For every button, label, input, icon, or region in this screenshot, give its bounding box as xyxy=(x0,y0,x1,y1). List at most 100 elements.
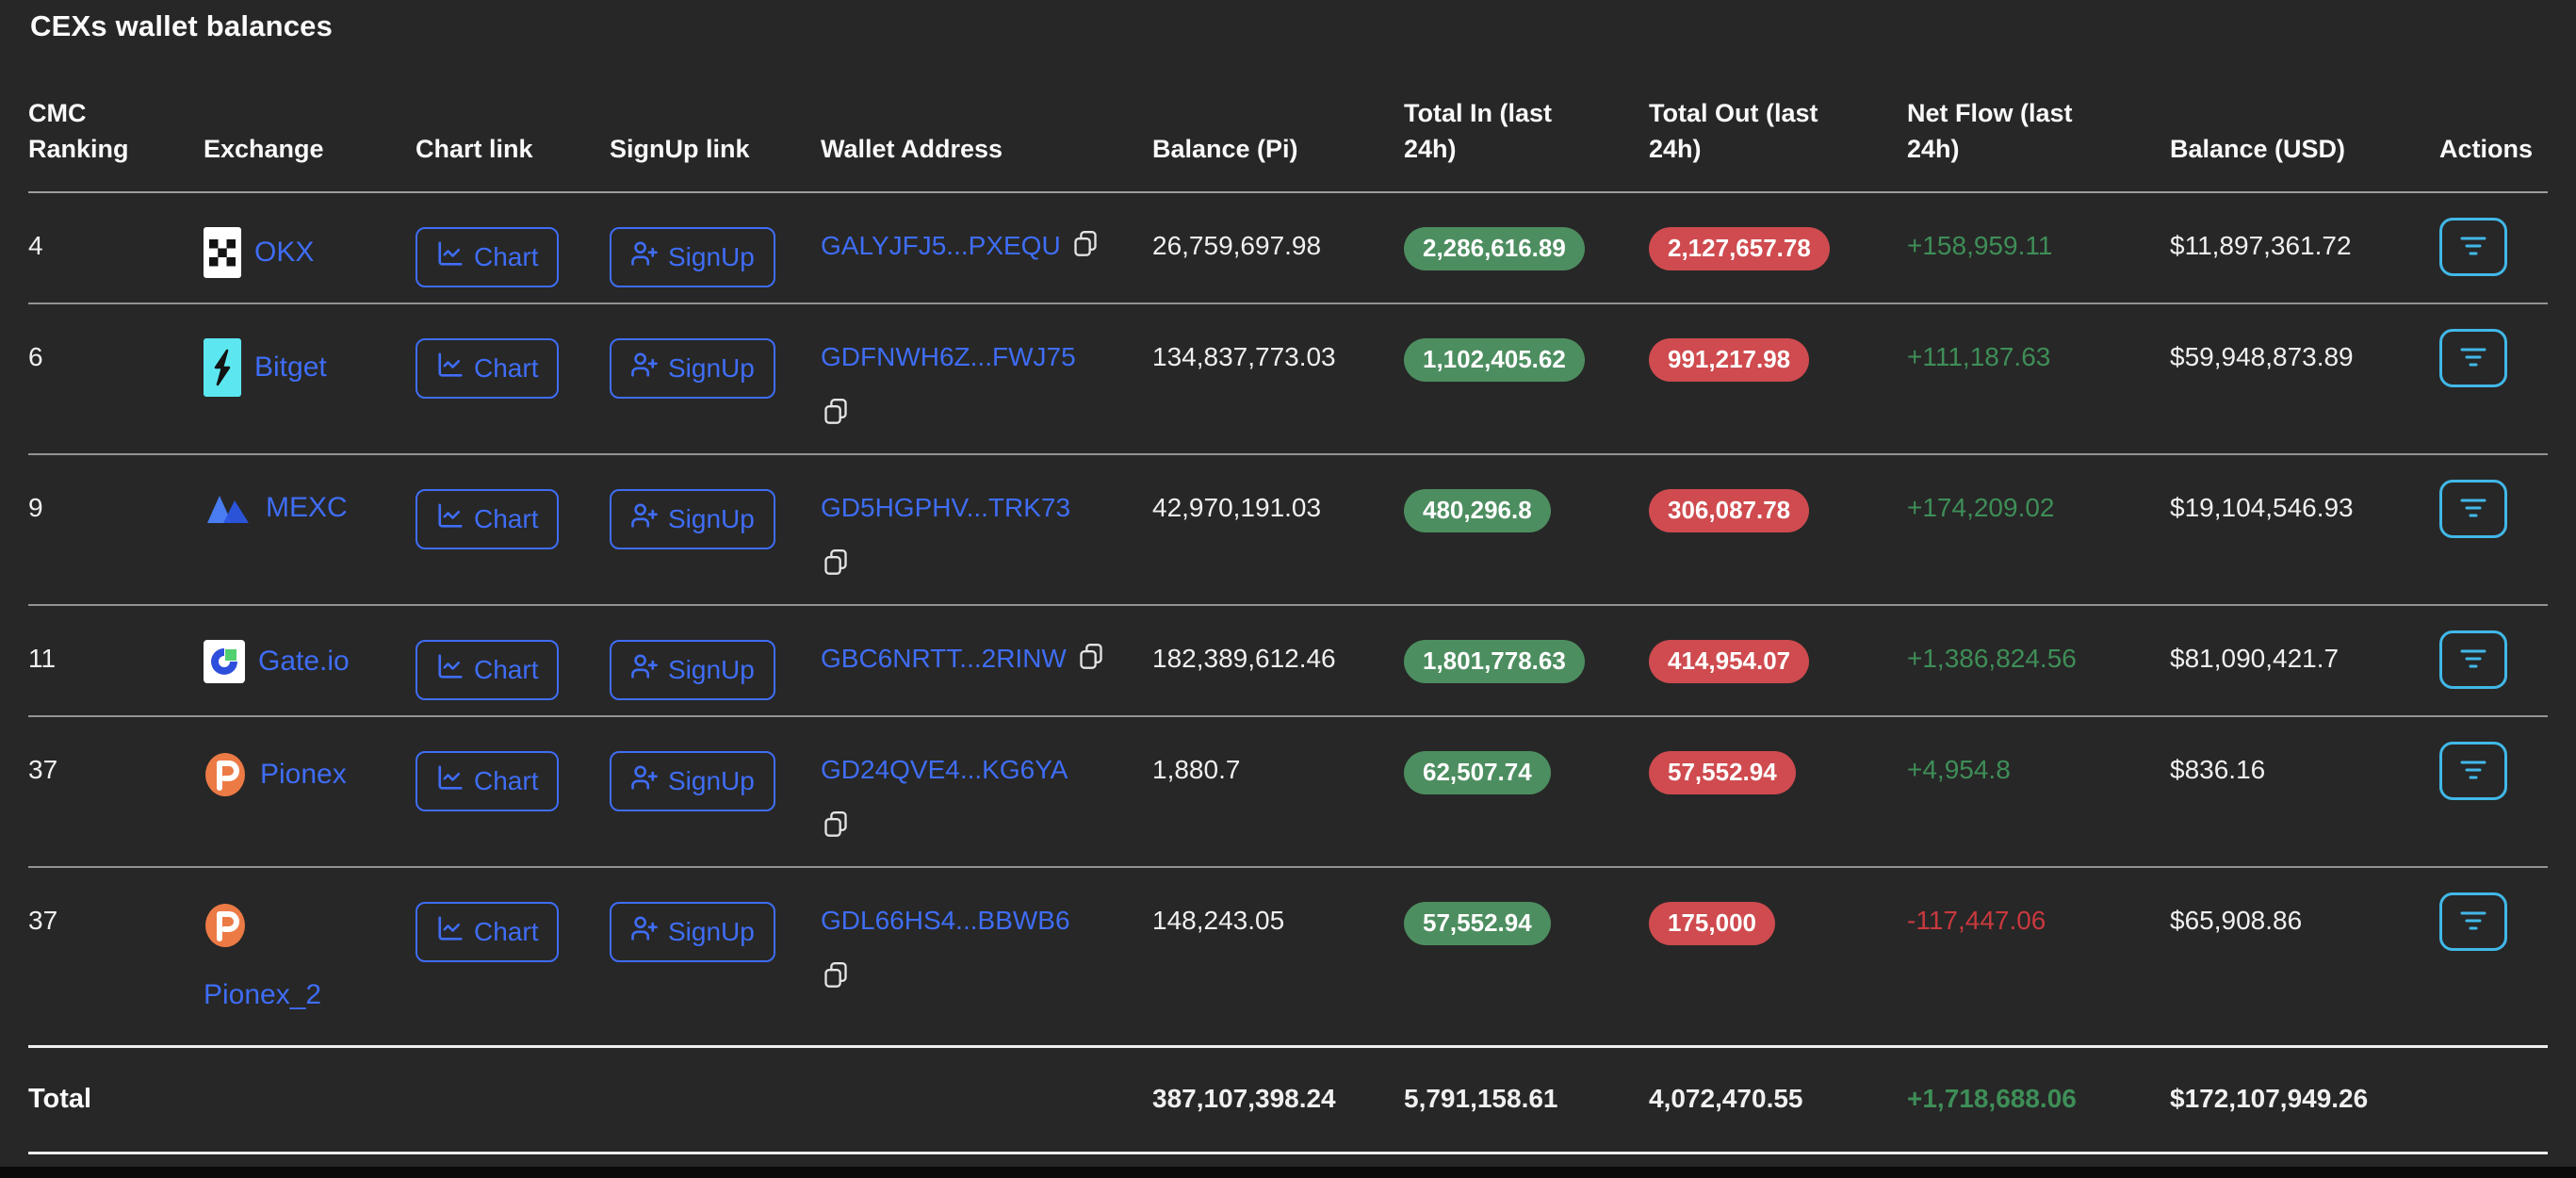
total-in-badge: 2,286,616.89 xyxy=(1404,227,1585,270)
filter-lines-icon xyxy=(2457,908,2489,937)
signup-button-label: SignUp xyxy=(668,504,755,533)
signup-link-button[interactable]: SignUp xyxy=(610,338,775,399)
total-in-badge: 1,102,405.62 xyxy=(1404,338,1585,382)
user-plus-icon xyxy=(630,501,659,537)
balance-usd-cell: $81,090,421.7 xyxy=(2170,605,2439,717)
table-row: 9 MEXC Chart SignUp GD5HGPHV...TRK73 42,970,1… xyxy=(28,454,2548,606)
exchange-link[interactable]: MEXC xyxy=(266,492,348,523)
chart-link-button[interactable]: Chart xyxy=(416,640,560,700)
wallet-address-link[interactable]: GDL66HS4...BBWB6 xyxy=(821,906,1070,935)
filter-lines-icon xyxy=(2457,233,2489,262)
cmc-ranking-value: 37 xyxy=(28,755,58,784)
cmc-ranking-cell: 6 xyxy=(28,303,204,455)
exchange: Pionex xyxy=(204,751,404,798)
signup-link-cell: SignUp xyxy=(610,303,821,455)
net-flow-value: +158,959.11 xyxy=(1907,231,2053,260)
net-flow-cell: -117,447.06 xyxy=(1907,867,2170,1048)
table-row: 37 Pionex Chart SignUp GD24QVE4...KG6YA 1,880… xyxy=(28,716,2548,868)
wallet-address-link[interactable]: GD5HGPHV...TRK73 xyxy=(821,493,1071,522)
total-in-badge: 57,552.94 xyxy=(1404,902,1551,945)
exchange-link[interactable]: Pionex xyxy=(260,759,347,790)
bitget-logo-icon xyxy=(204,338,241,397)
exchange-link[interactable]: Gate.io xyxy=(258,646,350,677)
chart-link-button[interactable]: Chart xyxy=(416,751,560,811)
exchange-cell: Pionex xyxy=(204,716,416,868)
exchange-link[interactable]: Pionex_2 xyxy=(204,979,322,1010)
balance-usd-value: $81,090,421.7 xyxy=(2170,644,2340,673)
exchange-link[interactable]: Bitget xyxy=(254,352,327,383)
exchange: Bitget xyxy=(204,338,404,397)
user-plus-icon xyxy=(630,763,659,799)
copy-address-button[interactable] xyxy=(823,548,849,581)
total-in-badge: 480,296.8 xyxy=(1404,489,1551,532)
table-row: 4 OKX Chart SignUp GALYJFJ5...PXEQU 26,759,69… xyxy=(28,192,2548,304)
chart-link-cell: Chart xyxy=(416,192,610,304)
row-actions-button[interactable] xyxy=(2439,480,2507,538)
exchange-cell: OKX xyxy=(204,192,416,304)
exchange-link[interactable]: OKX xyxy=(254,237,315,268)
balance-pi-cell: 182,389,612.46 xyxy=(1152,605,1404,717)
cmc-ranking-value: 37 xyxy=(28,906,58,935)
total-in-cell: 1,102,405.62 xyxy=(1404,303,1649,455)
table-row: 6 Bitget Chart SignUp GDFNWH6Z...FWJ75 134,83… xyxy=(28,303,2548,455)
total-in-cell: 62,507.74 xyxy=(1404,716,1649,868)
cmc-ranking-cell: 37 xyxy=(28,716,204,868)
row-actions-button[interactable] xyxy=(2439,329,2507,387)
cex-wallet-balances-page: CEXs wallet balances CMC Ranking Exchang… xyxy=(28,9,2548,1154)
net-flow-cell: +1,386,824.56 xyxy=(1907,605,2170,717)
chart-link-button[interactable]: Chart xyxy=(416,227,560,287)
total-net-flow: +1,718,688.06 xyxy=(1907,1046,2170,1154)
copy-address-button[interactable] xyxy=(823,397,849,430)
filter-lines-icon xyxy=(2457,646,2489,675)
actions-cell xyxy=(2439,454,2548,606)
signup-link-button[interactable]: SignUp xyxy=(610,751,775,811)
wallet-address-link[interactable]: GDFNWH6Z...FWJ75 xyxy=(821,342,1076,371)
exchange-cell: Pionex_2 xyxy=(204,867,416,1048)
table-row: 11 Gate.io Chart SignUp GBC6NRTT...2RINW 182,… xyxy=(28,605,2548,717)
balance-pi-value: 134,837,773.03 xyxy=(1152,342,1336,371)
signup-link-button[interactable]: SignUp xyxy=(610,489,775,549)
row-actions-button[interactable] xyxy=(2439,892,2507,951)
wallet-address-cell: GDL66HS4...BBWB6 xyxy=(821,867,1152,1048)
col-header-cmc-ranking: CMC Ranking xyxy=(28,43,204,193)
line-chart-icon xyxy=(436,351,465,386)
cmc-ranking-value: 11 xyxy=(28,644,57,673)
row-actions-button[interactable] xyxy=(2439,218,2507,276)
actions-cell xyxy=(2439,303,2548,455)
wallet-address-cell: GD24QVE4...KG6YA xyxy=(821,716,1152,868)
total-in-badge: 1,801,778.63 xyxy=(1404,640,1585,683)
wallet-address-link[interactable]: GBC6NRTT...2RINW xyxy=(821,644,1067,673)
signup-link-button[interactable]: SignUp xyxy=(610,640,775,700)
line-chart-icon xyxy=(436,914,465,950)
total-out-badge: 175,000 xyxy=(1649,902,1775,945)
actions-cell xyxy=(2439,867,2548,1048)
signup-link-button[interactable]: SignUp xyxy=(610,227,775,287)
chart-link-button[interactable]: Chart xyxy=(416,489,560,549)
signup-link-button[interactable]: SignUp xyxy=(610,902,775,962)
copy-address-button[interactable] xyxy=(1072,229,1099,262)
copy-address-button[interactable] xyxy=(823,810,849,843)
net-flow-value: +4,954.8 xyxy=(1907,755,2011,784)
net-flow-value: +1,386,824.56 xyxy=(1907,644,2077,673)
balance-usd-cell: $11,897,361.72 xyxy=(2170,192,2439,304)
net-flow-cell: +4,954.8 xyxy=(1907,716,2170,868)
copy-address-button[interactable] xyxy=(823,960,849,993)
wallet-address-link[interactable]: GD24QVE4...KG6YA xyxy=(821,755,1068,784)
actions-cell xyxy=(2439,192,2548,304)
total-in-cell: 1,801,778.63 xyxy=(1404,605,1649,717)
cmc-ranking-cell: 9 xyxy=(28,454,204,606)
exchange: Gate.io xyxy=(204,640,404,683)
total-out-badge: 57,552.94 xyxy=(1649,751,1796,794)
wallet-address-cell: GALYJFJ5...PXEQU xyxy=(821,192,1152,304)
wallet-address-link[interactable]: GALYJFJ5...PXEQU xyxy=(821,231,1061,260)
signup-button-label: SignUp xyxy=(668,766,755,795)
balance-usd-cell: $65,908.86 xyxy=(2170,867,2439,1048)
balance-usd-cell: $59,948,873.89 xyxy=(2170,303,2439,455)
copy-address-button[interactable] xyxy=(1078,642,1104,675)
chart-button-label: Chart xyxy=(474,766,539,795)
balance-pi-value: 148,243.05 xyxy=(1152,906,1285,935)
chart-link-button[interactable]: Chart xyxy=(416,338,560,399)
row-actions-button[interactable] xyxy=(2439,630,2507,689)
row-actions-button[interactable] xyxy=(2439,742,2507,800)
chart-link-button[interactable]: Chart xyxy=(416,902,560,962)
